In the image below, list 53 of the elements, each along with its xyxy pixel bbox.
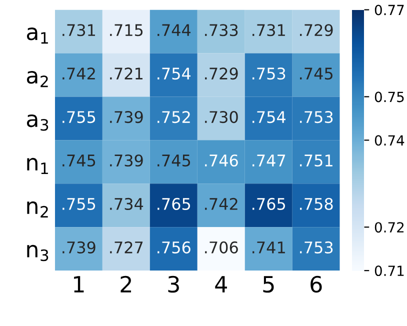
data-label: .747	[252, 154, 286, 166]
x-tick-label: 5	[263, 276, 274, 293]
y-tick-label: a$_{2}$	[26, 70, 48, 88]
x-tick-label: 3	[168, 276, 179, 293]
y-tick-label: a$_{1}$	[26, 28, 48, 44]
data-label: .756	[158, 241, 190, 254]
data-label: .727	[110, 241, 143, 254]
data-label: .729	[205, 68, 238, 80]
data-label: .734	[110, 198, 144, 210]
x-tick-label: 6	[310, 276, 322, 293]
color-bar-label: 0.71	[374, 266, 404, 276]
data-label: .755	[62, 198, 96, 210]
data-label: .706	[205, 241, 238, 254]
data-label: .758	[300, 198, 333, 210]
data-label: .715	[110, 24, 143, 36]
data-label: .752	[158, 111, 190, 124]
color-bar-label: 0.77	[374, 4, 404, 16]
data-label: .754	[252, 111, 286, 124]
data-label: .721	[110, 68, 142, 80]
data-label: .742	[205, 198, 238, 210]
data-label: .751	[300, 154, 332, 167]
color-bar-label: 0.74	[374, 135, 404, 146]
color-bar-label: 0.72	[374, 222, 404, 233]
data-label: .744	[158, 24, 191, 36]
data-label: .746	[205, 154, 238, 167]
data-label: .753	[252, 68, 286, 80]
data-label: .741	[252, 242, 285, 254]
x-tick-label: 1	[74, 276, 84, 292]
y-tick-label: n$_{1}$	[27, 158, 48, 174]
data-label: .739	[62, 241, 96, 254]
data-label: .739	[110, 111, 143, 124]
data-label: .745	[158, 154, 190, 167]
data-label: .730	[205, 111, 238, 124]
data-label: .731	[252, 24, 285, 36]
data-label: .745	[300, 68, 332, 80]
data-label: .753	[300, 241, 333, 254]
data-label: .745	[62, 154, 96, 167]
y-tick-label: n$_{2}$	[27, 201, 48, 218]
x-tick-label: 2	[120, 276, 132, 292]
data-label: .733	[205, 24, 238, 36]
data-label: .753	[300, 111, 333, 124]
y-tick-label: a$_{3}$	[26, 114, 48, 131]
data-label: .731	[62, 24, 95, 36]
data-label: .739	[110, 154, 143, 167]
data-label: .765	[252, 198, 286, 210]
data-label: .755	[62, 111, 96, 124]
data-label: .765	[158, 198, 190, 210]
data-label: .742	[62, 68, 95, 80]
x-tick-label: 4	[215, 276, 227, 292]
data-label: .729	[300, 24, 333, 36]
color-bar-label: 0.75	[374, 92, 404, 102]
data-label: .754	[158, 68, 191, 80]
y-tick-label: n$_{3}$	[27, 244, 48, 262]
